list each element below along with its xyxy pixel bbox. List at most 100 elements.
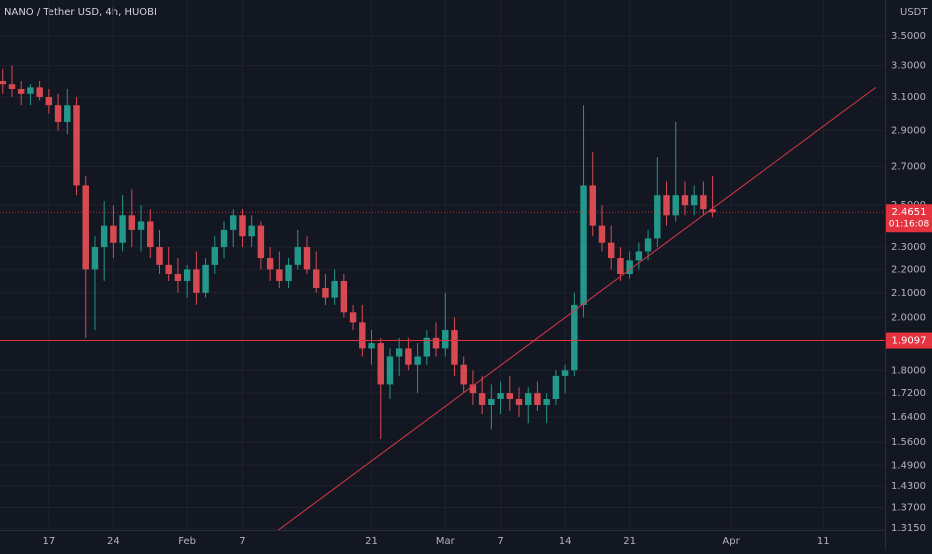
candle-body [497, 393, 504, 400]
candle-body [469, 384, 477, 394]
price-badge-label: 1.9097 [892, 336, 927, 347]
candle-body [128, 215, 136, 230]
candle-body [27, 87, 34, 94]
y-tick-label: 1.8000 [891, 365, 926, 376]
x-tick-label: 17 [42, 536, 55, 547]
candle-body [211, 247, 219, 265]
y-tick-label: 2.2000 [891, 264, 926, 275]
y-tick-label: 2.7000 [891, 161, 926, 172]
candle-body [626, 260, 633, 274]
candle-body [478, 393, 486, 405]
candle-body [73, 105, 80, 186]
candle-body [663, 195, 670, 216]
candle-body [239, 215, 246, 237]
price-badge [886, 204, 932, 233]
candle-body [174, 273, 182, 281]
candle-body [248, 225, 255, 237]
candle-body [91, 247, 99, 270]
candle-body [368, 343, 375, 349]
candle-body [45, 97, 53, 106]
y-tick-label: 2.0000 [891, 312, 926, 323]
candle-body [690, 195, 698, 206]
price-badge-label: 2.4651 [892, 207, 927, 218]
candle-body [515, 399, 523, 405]
candle-body [423, 337, 431, 357]
candle-body [460, 364, 467, 385]
candle-body [340, 280, 348, 313]
x-tick-label: 21 [623, 536, 636, 547]
candle-body [386, 356, 394, 385]
candle-body [672, 195, 679, 216]
x-tick-label: Feb [178, 536, 196, 547]
candle-body [147, 221, 154, 248]
y-tick-label: 2.3000 [891, 242, 926, 253]
candle-body [220, 229, 228, 248]
candle-body [644, 238, 652, 252]
candle-body [571, 304, 578, 371]
y-tick-label: 1.5600 [891, 437, 926, 448]
y-tick-label: 2.1000 [891, 288, 926, 299]
candle-body [552, 375, 560, 400]
trend-line [278, 86, 877, 531]
candle-body [110, 225, 117, 243]
y-tick-label: 3.3000 [891, 61, 926, 72]
candle-body [64, 105, 71, 122]
y-tick-label: 1.7200 [891, 388, 926, 399]
candle-body [709, 209, 716, 213]
y-tick-label: 3.1000 [891, 92, 926, 103]
x-tick-label: 7 [497, 536, 503, 547]
y-tick-label: 2.9000 [891, 126, 926, 137]
candle-body [432, 337, 440, 349]
candle-body [276, 269, 283, 281]
candle-body [0, 81, 6, 85]
candle-body [322, 288, 329, 298]
price-badge [886, 332, 932, 349]
y-tick-label: 1.4300 [891, 481, 926, 492]
candle-body [534, 393, 541, 405]
candle-body [119, 215, 126, 243]
candle-body [312, 269, 320, 289]
y-tick-label: 1.3150 [891, 523, 926, 534]
x-tick-label: 24 [107, 536, 120, 547]
candle-body [230, 215, 237, 230]
candle-body [202, 264, 209, 293]
candle-body [580, 185, 587, 305]
candle-body [377, 343, 384, 385]
candle-body [193, 269, 200, 293]
candle-body [525, 393, 532, 405]
candle-body [405, 348, 412, 365]
candle-body [54, 105, 62, 122]
candle-body [165, 264, 172, 274]
countdown-label: 01:16:08 [889, 220, 930, 230]
candle-body [681, 195, 689, 206]
candle-body [561, 370, 569, 376]
chart-title: NANO / Tether USD, 4h, HUOBI [4, 7, 157, 18]
candle-body [654, 195, 661, 239]
y-tick-label: 1.4900 [891, 460, 926, 471]
candle-body [543, 399, 550, 405]
x-tick-label: 11 [817, 536, 830, 547]
candle-body [635, 251, 643, 261]
candle-body [285, 264, 292, 281]
candle-body [442, 330, 449, 349]
candle-body [589, 185, 596, 226]
candle-body [294, 247, 301, 265]
candle-body [100, 225, 108, 248]
candle-body [183, 269, 191, 281]
candle-body [82, 185, 89, 270]
candle-body [349, 312, 357, 323]
y-tick-label: 3.5000 [891, 31, 926, 42]
candle-body [451, 330, 458, 365]
candle-body [700, 195, 707, 210]
x-tick-label: Mar [436, 536, 456, 547]
candle-body [617, 258, 624, 274]
candle-body [303, 247, 311, 270]
candle-body [331, 280, 338, 298]
candle-body [607, 242, 615, 259]
y-tick-label: 1.6400 [891, 412, 926, 423]
candle-body [488, 399, 495, 405]
candle-body [266, 258, 274, 270]
